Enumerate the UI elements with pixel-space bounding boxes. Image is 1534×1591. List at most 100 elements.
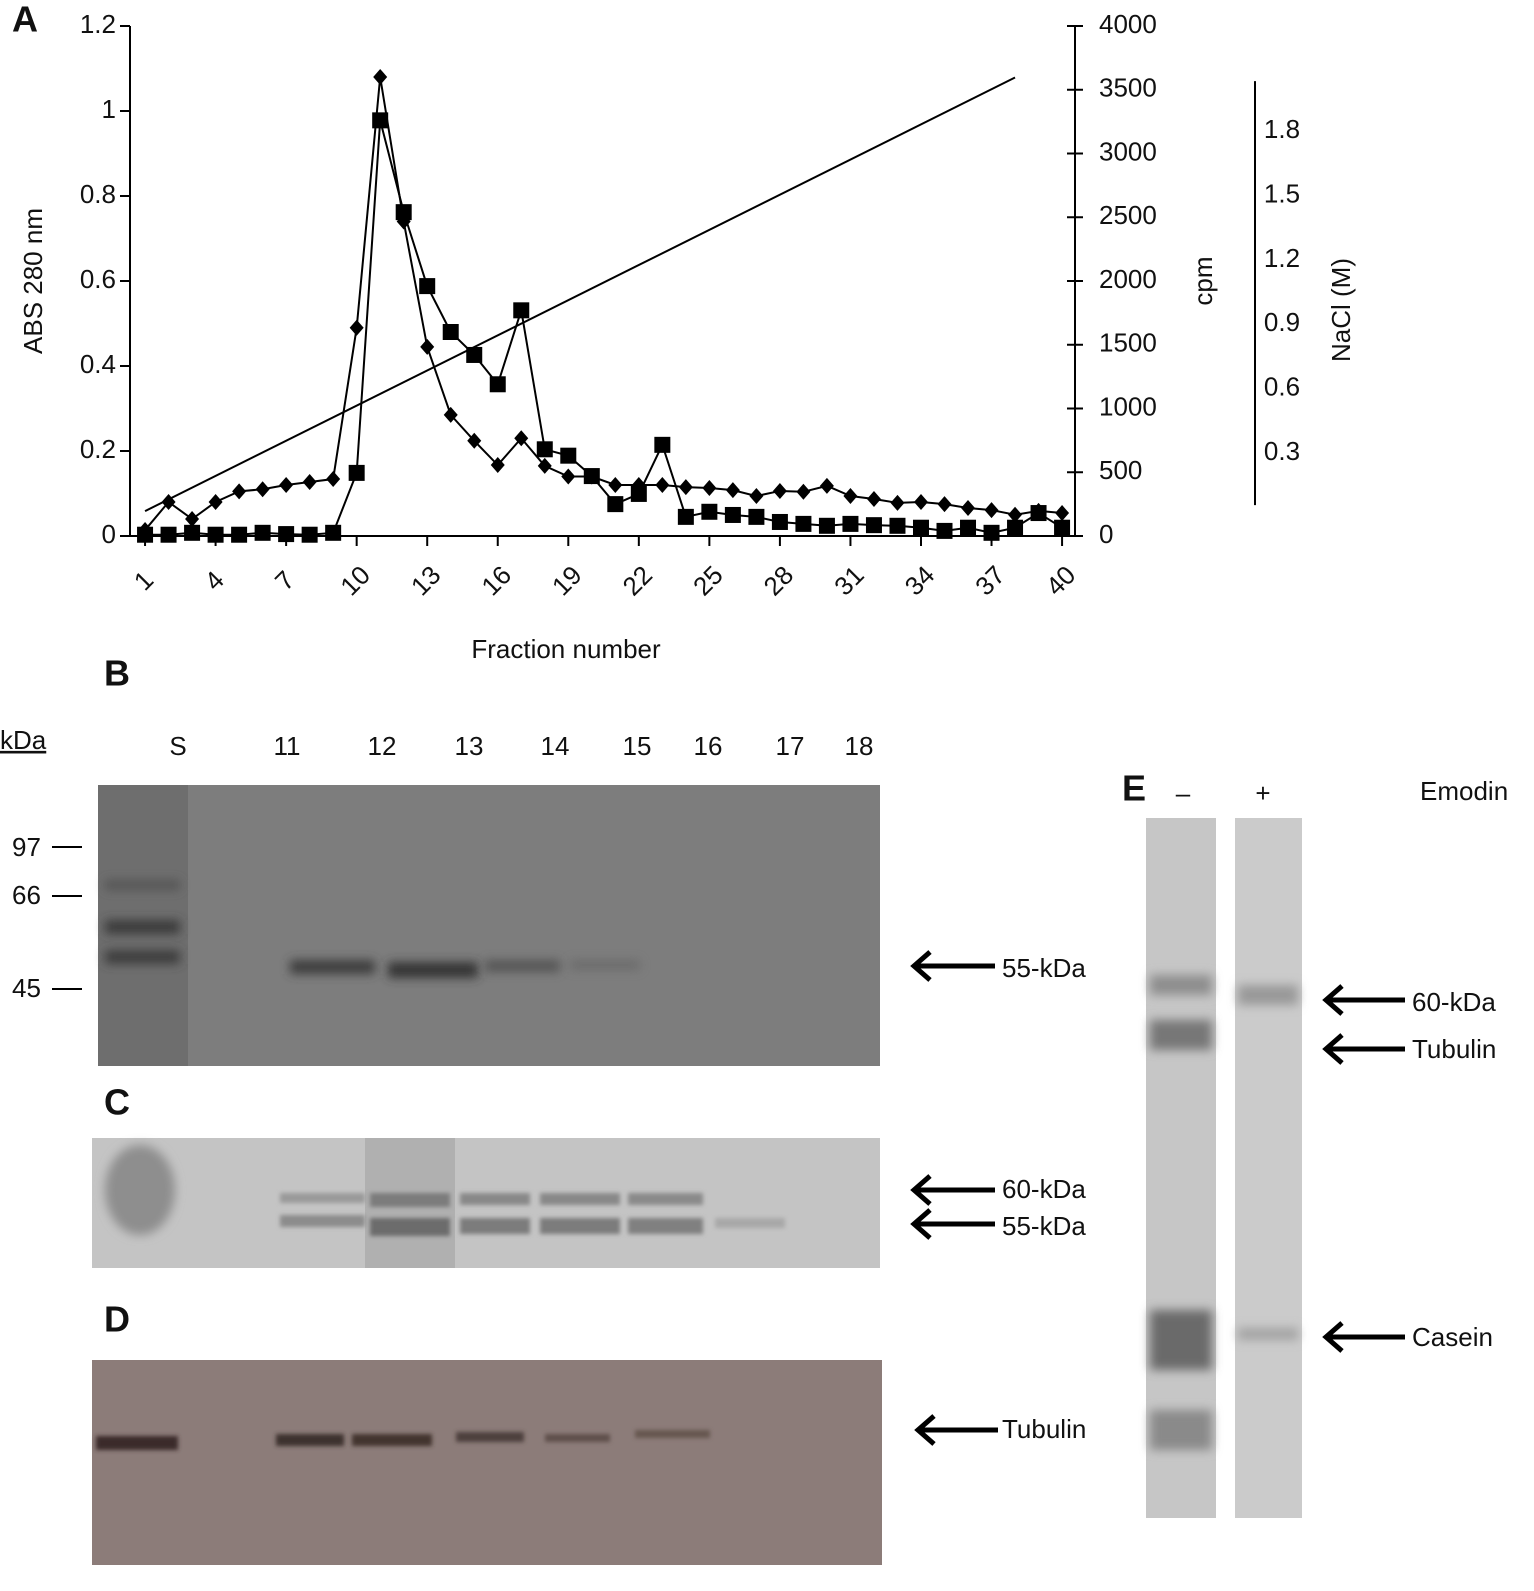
- y2-axis-title: cpm: [1188, 256, 1218, 305]
- arrow-label: 55-kDa: [1002, 953, 1086, 983]
- lane-label: –: [1176, 778, 1191, 808]
- square-marker: [936, 522, 953, 539]
- arrow: [1322, 1033, 1405, 1065]
- gel-c: [92, 1138, 880, 1268]
- lane-label: +: [1255, 778, 1270, 808]
- unit-label: kDa: [0, 725, 47, 755]
- square-marker: [160, 526, 177, 543]
- diamond-marker: [702, 479, 717, 496]
- lane-label: 14: [541, 731, 570, 761]
- arrow: [910, 1208, 995, 1240]
- marker-label: 97: [12, 832, 41, 862]
- diamond-marker: [185, 511, 200, 527]
- square-marker: [960, 519, 977, 536]
- square-marker: [278, 526, 295, 543]
- diamond-marker: [326, 471, 341, 488]
- square-marker: [372, 112, 389, 129]
- square-marker: [442, 324, 459, 340]
- diamond-marker: [890, 494, 905, 511]
- diamond-marker: [279, 477, 294, 493]
- y-tick-label: 0.4: [80, 349, 116, 379]
- square-marker: [395, 204, 412, 221]
- diamond-marker: [678, 479, 693, 496]
- square-marker: [701, 503, 718, 520]
- arrow-label: Tubulin: [1412, 1034, 1496, 1064]
- square-marker: [983, 524, 1000, 541]
- x-tick-label: 4: [198, 565, 229, 596]
- square-marker: [184, 524, 201, 541]
- x-tick-label: 13: [405, 560, 447, 602]
- gel-b: [98, 785, 880, 1066]
- square-marker: [748, 508, 765, 525]
- x-tick-label: 34: [899, 560, 941, 602]
- series-line: [145, 120, 1063, 536]
- square-marker: [912, 519, 929, 536]
- square-marker: [795, 515, 812, 532]
- y2-tick-label: 3000: [1099, 136, 1157, 166]
- y2-tick-label: 3500: [1099, 73, 1157, 103]
- panel-label: E: [1122, 768, 1146, 809]
- x-tick-label: 31: [828, 560, 870, 602]
- square-marker: [1030, 505, 1047, 522]
- square-marker: [466, 346, 483, 363]
- treatment-label: Emodin: [1420, 776, 1508, 806]
- square-marker: [889, 517, 906, 534]
- gel-d: [92, 1360, 882, 1565]
- y3-tick-label: 1.8: [1264, 114, 1300, 144]
- square-marker: [583, 468, 600, 485]
- arrow: [914, 1414, 998, 1446]
- diamond-marker: [232, 483, 247, 500]
- diamond-marker: [467, 432, 482, 449]
- diamond-marker: [725, 482, 740, 499]
- square-marker: [654, 436, 671, 453]
- panel-label: B: [104, 653, 130, 694]
- square-marker: [724, 506, 741, 523]
- x-tick-label: 19: [546, 560, 588, 602]
- x-tick-label: 7: [269, 565, 300, 596]
- diamond-marker: [537, 457, 552, 474]
- lane-label: 18: [845, 731, 874, 761]
- x-tick-label: 16: [475, 560, 517, 602]
- lane-label: 11: [274, 731, 301, 761]
- marker-label: 45: [12, 973, 41, 1003]
- square-marker: [301, 526, 318, 543]
- series-line: [144, 76, 1063, 531]
- diamond-marker: [490, 457, 505, 474]
- y2-tick-label: 1500: [1099, 328, 1157, 358]
- arrow-label: 60-kDa: [1002, 1174, 1086, 1204]
- lane-label: 13: [455, 731, 484, 761]
- arrow-label: 60-kDa: [1412, 987, 1496, 1017]
- diamond-marker: [772, 482, 787, 499]
- y3-tick-label: 1.5: [1264, 178, 1300, 208]
- x-tick-label: 22: [616, 560, 658, 602]
- y2-tick-label: 500: [1099, 455, 1142, 485]
- diamond-marker: [514, 430, 529, 447]
- square-marker: [254, 524, 271, 541]
- arrow-label: 55-kDa: [1002, 1211, 1086, 1241]
- square-marker: [513, 302, 530, 319]
- square-marker: [231, 526, 248, 543]
- square-marker: [677, 508, 694, 525]
- diamond-marker: [866, 491, 881, 508]
- square-marker: [607, 496, 624, 513]
- panel-label: C: [104, 1082, 130, 1123]
- x-tick-label: 1: [128, 565, 159, 596]
- y-axis-title: ABS 280 nm: [18, 208, 48, 354]
- x-tick-label: 37: [969, 560, 1011, 602]
- y-tick-label: 0.8: [80, 179, 116, 209]
- square-marker: [325, 524, 342, 541]
- y2-tick-label: 2500: [1099, 200, 1157, 230]
- gel-e: [1146, 818, 1302, 1518]
- y2-tick-label: 4000: [1099, 9, 1157, 39]
- lane-label: 17: [776, 731, 805, 761]
- y3-tick-label: 1.2: [1264, 243, 1300, 273]
- y2-tick-label: 2000: [1099, 264, 1157, 294]
- arrow: [1322, 984, 1405, 1016]
- lane-label: 16: [694, 731, 723, 761]
- y-tick-label: 0: [102, 519, 116, 549]
- marker-label: 66: [12, 880, 41, 910]
- diamond-marker: [655, 477, 670, 493]
- series-line: [144, 76, 1016, 512]
- diamond-marker: [961, 499, 976, 516]
